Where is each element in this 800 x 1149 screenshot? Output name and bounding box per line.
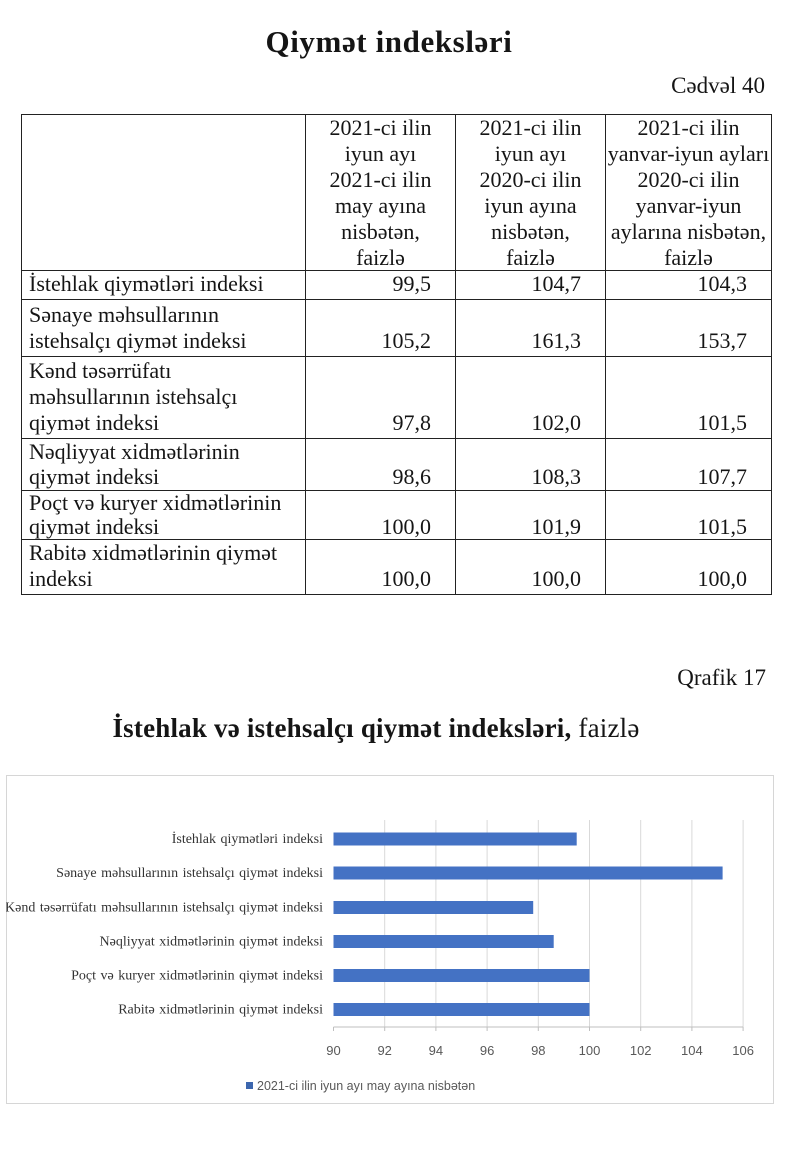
- svg-text:96: 96: [480, 1043, 494, 1058]
- svg-text:102: 102: [630, 1043, 652, 1058]
- svg-text:Kənd təsərrüfatı məhsullarının: Kənd təsərrüfatı məhsullarının istehsalç…: [6, 901, 323, 916]
- svg-text:106: 106: [732, 1043, 754, 1058]
- svg-text:Nəqliyyat xidmətlərinin qiymət: Nəqliyyat xidmətlərinin qiymət indeksi: [100, 935, 324, 950]
- svg-text:Poçt və kuryer xidmətlərinin q: Poçt və kuryer xidmətlərinin qiymət inde…: [71, 969, 323, 984]
- svg-text:Sənaye məhsullarının istehsalç: Sənaye məhsullarının istehsalçı qiymət i…: [56, 866, 323, 881]
- svg-text:92: 92: [377, 1043, 391, 1058]
- svg-text:2021-ci ilin iyun ayı may ayın: 2021-ci ilin iyun ayı may ayına nisbətən: [257, 1079, 475, 1093]
- svg-text:100: 100: [579, 1043, 601, 1058]
- svg-text:İstehlak qiymətləri indeksi: İstehlak qiymətləri indeksi: [172, 831, 323, 847]
- svg-text:Rabitə xidmətlərinin qiymət in: Rabitə xidmətlərinin qiymət indeksi: [118, 1003, 323, 1018]
- svg-text:90: 90: [326, 1043, 340, 1058]
- svg-text:94: 94: [429, 1043, 443, 1058]
- svg-text:98: 98: [531, 1043, 545, 1058]
- svg-text:104: 104: [681, 1043, 703, 1058]
